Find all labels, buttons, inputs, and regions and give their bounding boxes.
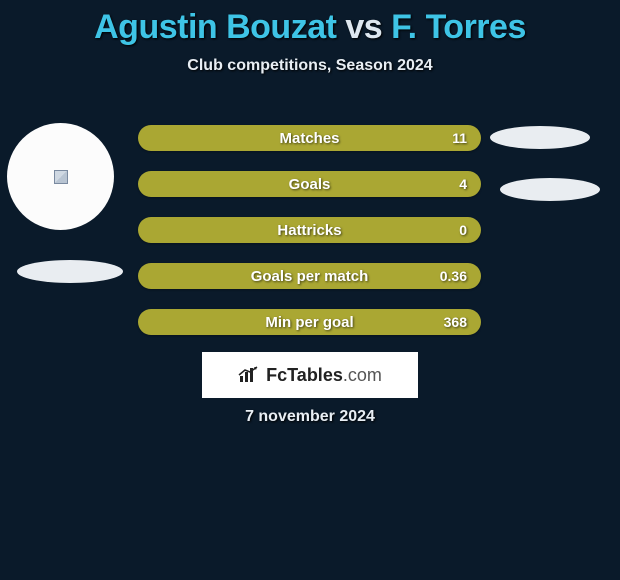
stat-value: 368 — [444, 314, 467, 330]
stat-label: Hattricks — [138, 222, 481, 239]
logo-brand: FcTables — [266, 365, 343, 385]
avatar-shadow-right-2 — [500, 178, 600, 201]
vs-text: vs — [345, 8, 382, 46]
stat-value: 0.36 — [440, 268, 467, 284]
stat-bar: Min per goal 368 — [138, 309, 481, 335]
player2-name: F. Torres — [391, 8, 526, 46]
stat-bar: Goals 4 — [138, 171, 481, 197]
chart-icon — [238, 366, 260, 384]
stat-label: Matches — [138, 130, 481, 147]
player1-name: Agustin Bouzat — [94, 8, 336, 46]
stat-bar: Matches 11 — [138, 125, 481, 151]
stats-bars: Matches 11 Goals 4 Hattricks 0 Goals per… — [138, 125, 481, 355]
broken-image-icon — [54, 170, 68, 184]
stat-value: 4 — [459, 176, 467, 192]
avatar-shadow-left — [17, 260, 123, 283]
stat-label: Goals per match — [138, 268, 481, 285]
stat-label: Min per goal — [138, 314, 481, 331]
logo-suffix: .com — [343, 365, 382, 385]
stat-label: Goals — [138, 176, 481, 193]
logo-text: FcTables.com — [266, 365, 382, 386]
page-title: Agustin Bouzat vs F. Torres — [0, 0, 620, 47]
stat-bar: Hattricks 0 — [138, 217, 481, 243]
subtitle: Club competitions, Season 2024 — [0, 57, 620, 75]
stat-value: 11 — [452, 130, 467, 146]
fctables-logo[interactable]: FcTables.com — [202, 352, 418, 398]
avatar-left — [7, 123, 114, 230]
stat-value: 0 — [459, 222, 467, 238]
stat-bar: Goals per match 0.36 — [138, 263, 481, 289]
date-text: 7 november 2024 — [0, 408, 620, 426]
avatar-shadow-right-1 — [490, 126, 590, 149]
